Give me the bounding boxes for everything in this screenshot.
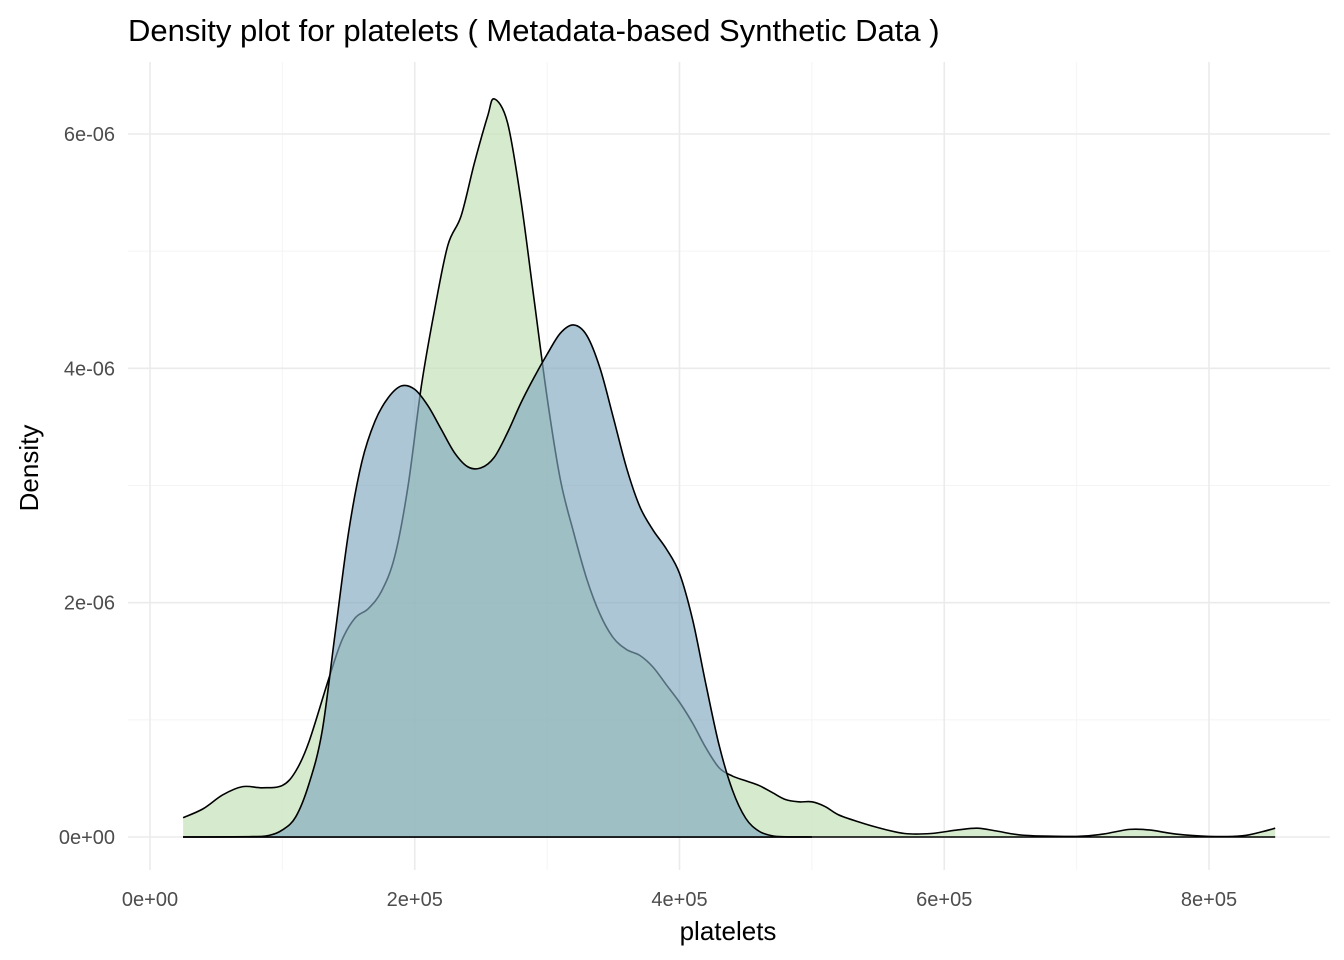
y-tick-label: 2e-06: [64, 593, 115, 615]
y-tick-label: 0e+00: [59, 827, 115, 849]
density-areas: [182, 98, 1276, 838]
y-tick-label: 4e-06: [64, 358, 115, 380]
x-tick-label: 6e+05: [916, 889, 972, 911]
x-axis-title: platelets: [680, 916, 777, 946]
y-tick-label: 6e-06: [64, 124, 115, 146]
density-area-2: [183, 324, 812, 837]
x-tick-label: 0e+00: [122, 889, 178, 911]
chart-title: Density plot for platelets ( Metadata-ba…: [128, 13, 940, 48]
y-axis-tick-labels: 0e+00 2e-06 4e-06 6e-06: [59, 124, 115, 849]
x-tick-label: 2e+05: [387, 889, 443, 911]
y-axis-title: Density: [14, 425, 44, 512]
x-tick-label: 8e+05: [1181, 889, 1237, 911]
x-tick-label: 4e+05: [651, 889, 707, 911]
x-axis-tick-labels: 0e+00 2e+05 4e+05 6e+05 8e+05: [122, 889, 1237, 911]
density-curve-2: [183, 324, 812, 838]
